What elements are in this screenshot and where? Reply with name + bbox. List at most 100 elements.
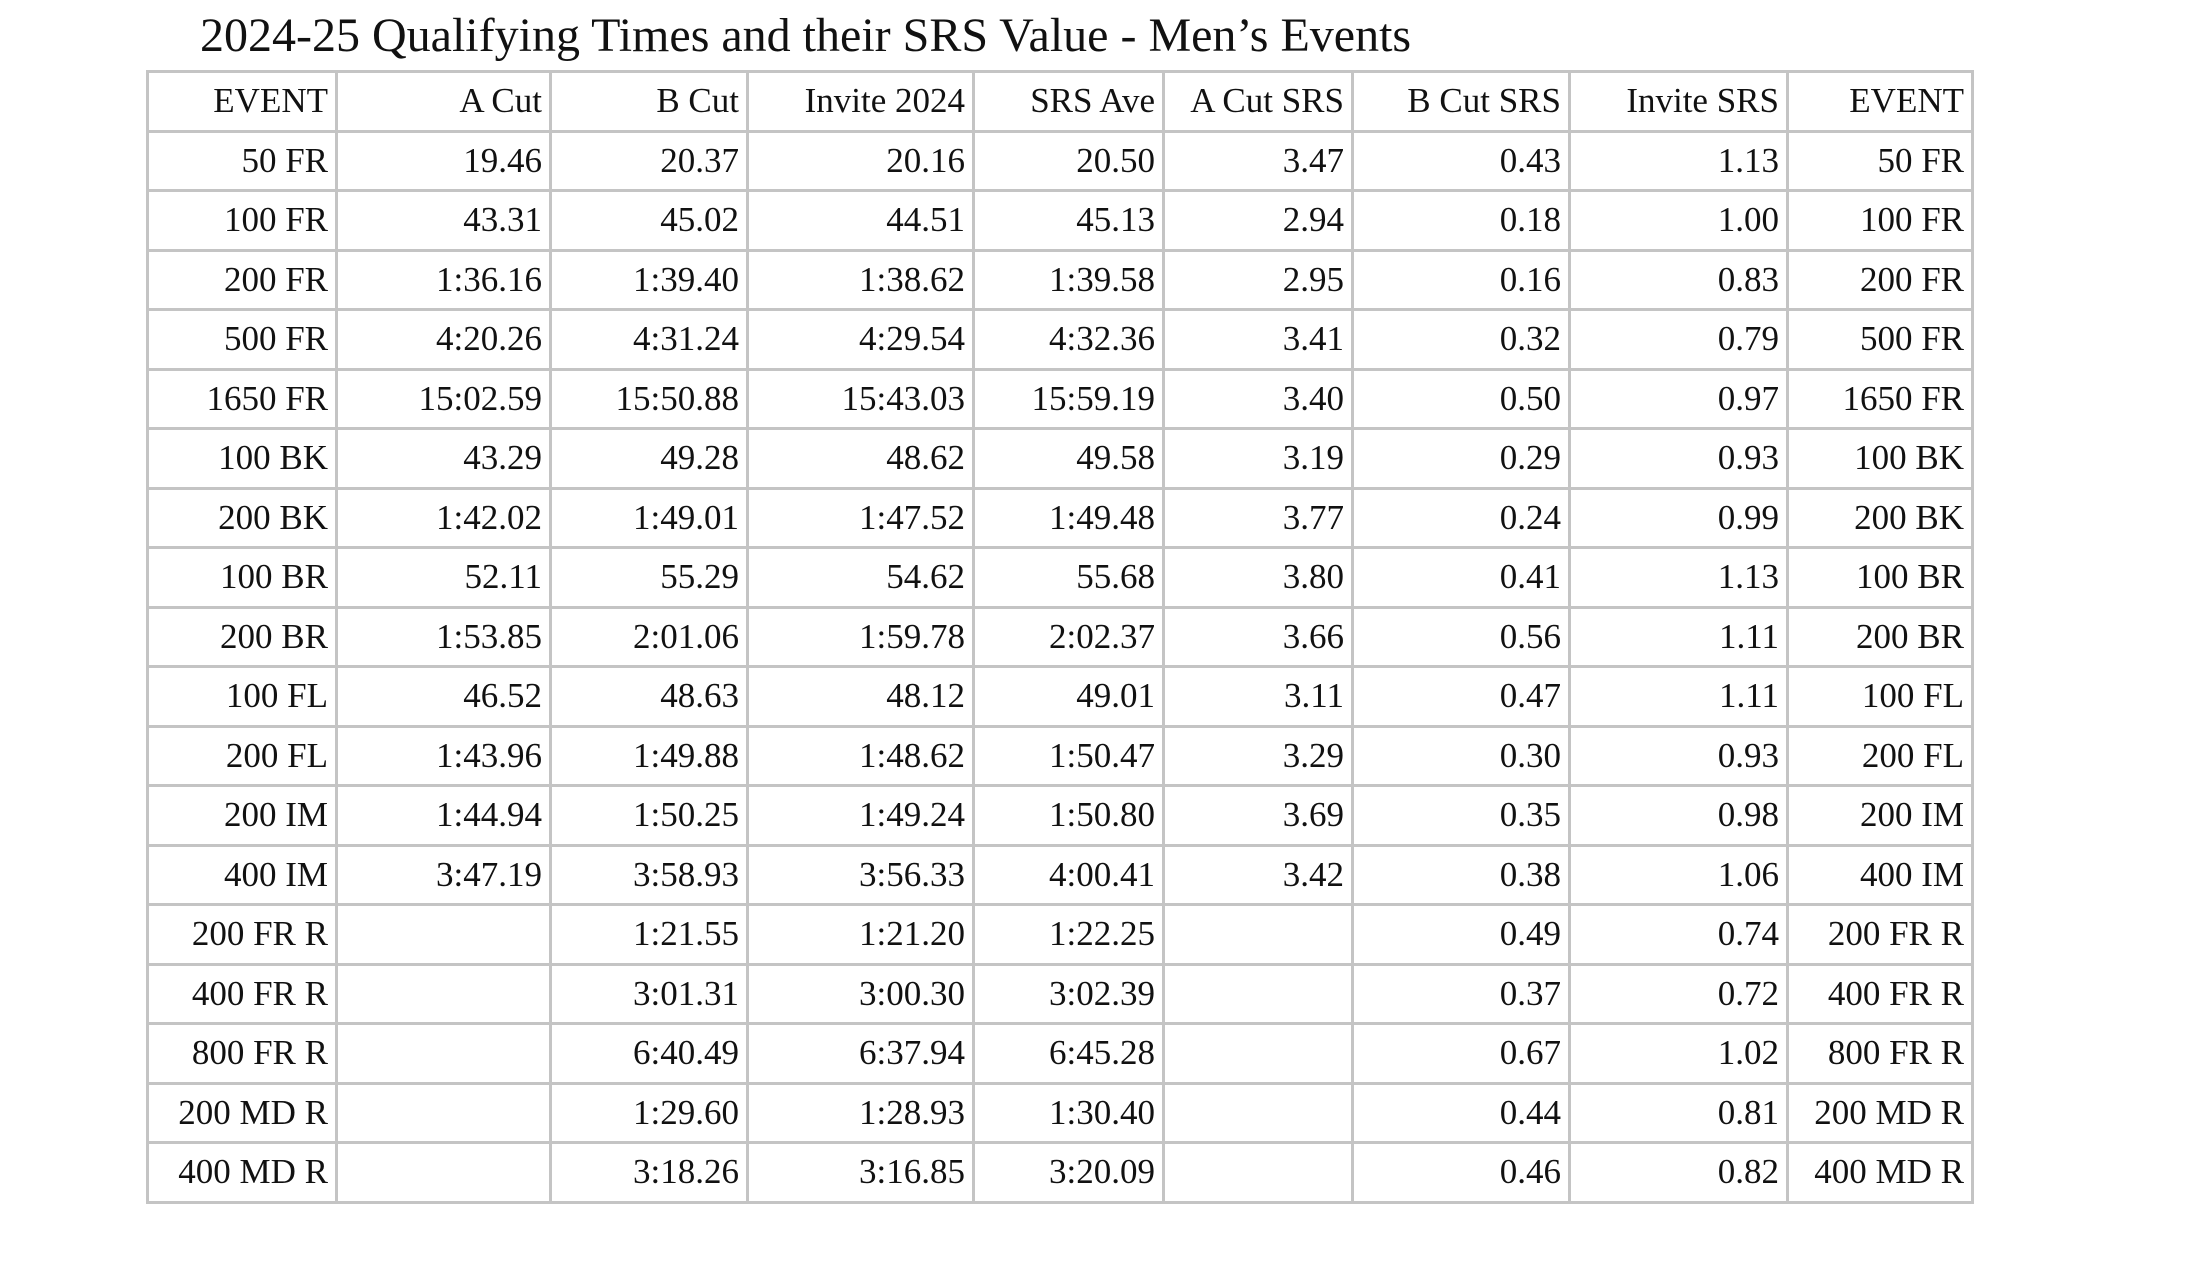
row: 400 FR R 3:01.31 3:00.30 3:02.39 0.37 0.72 400… xyxy=(146,962,1974,1025)
cell: 200 FR R xyxy=(146,903,338,966)
cell: 3:00.30 xyxy=(746,962,975,1025)
cell xyxy=(335,1022,552,1085)
cell: 0.37 xyxy=(1351,962,1571,1025)
cell: 6:45.28 xyxy=(972,1022,1165,1085)
cell: 54.62 xyxy=(746,546,975,609)
row: 200 FR 1:36.16 1:39.40 1:38.62 1:39.58 2.95 0.… xyxy=(146,248,1974,311)
cell xyxy=(1162,962,1354,1025)
cell: 1:50.25 xyxy=(549,784,749,847)
cell: 200 MD R xyxy=(146,1081,338,1144)
row: 400 IM 3:47.19 3:58.93 3:56.33 4:00.41 3.42 0.… xyxy=(146,843,1974,906)
cell: 44.51 xyxy=(746,189,975,252)
cell: 0.47 xyxy=(1351,665,1571,728)
cell xyxy=(335,903,552,966)
cell: 3.66 xyxy=(1162,605,1354,668)
cell: 1.02 xyxy=(1568,1022,1789,1085)
cell: 1:48.62 xyxy=(746,724,975,787)
cell: 43.29 xyxy=(335,427,552,490)
cell: 0.44 xyxy=(1351,1081,1571,1144)
cell: 0.30 xyxy=(1351,724,1571,787)
row: 200 MD R 1:29.60 1:28.93 1:30.40 0.44 0.81 200… xyxy=(146,1081,1974,1144)
cell: 400 FR R xyxy=(1786,962,1974,1025)
cell: 500 FR xyxy=(1786,308,1974,371)
cell: 52.11 xyxy=(335,546,552,609)
cell: 0.43 xyxy=(1351,129,1571,192)
cell: 55.68 xyxy=(972,546,1165,609)
header-cell: A Cut xyxy=(335,70,552,133)
cell: 400 MD R xyxy=(1786,1141,1974,1204)
cell: 3.77 xyxy=(1162,486,1354,549)
cell: 1:39.58 xyxy=(972,248,1165,311)
cell: 4:00.41 xyxy=(972,843,1165,906)
header-cell: B Cut SRS xyxy=(1351,70,1571,133)
cell: 0.93 xyxy=(1568,427,1789,490)
cell: 49.28 xyxy=(549,427,749,490)
cell: 0.81 xyxy=(1568,1081,1789,1144)
cell: 4:20.26 xyxy=(335,308,552,371)
cell: 200 FL xyxy=(146,724,338,787)
cell: 3.11 xyxy=(1162,665,1354,728)
cell: 0.35 xyxy=(1351,784,1571,847)
cell: 49.01 xyxy=(972,665,1165,728)
cell xyxy=(335,1081,552,1144)
cell: 200 FL xyxy=(1786,724,1974,787)
cell: 2.94 xyxy=(1162,189,1354,252)
cell: 0.79 xyxy=(1568,308,1789,371)
cell: 0.29 xyxy=(1351,427,1571,490)
cell: 0.32 xyxy=(1351,308,1571,371)
row: 100 BK 43.29 49.28 48.62 49.58 3.19 0.29 0.93 10… xyxy=(146,427,1974,490)
cell: 1:50.47 xyxy=(972,724,1165,787)
cell: 15:59.19 xyxy=(972,367,1165,430)
cell: 6:37.94 xyxy=(746,1022,975,1085)
cell: 0.67 xyxy=(1351,1022,1571,1085)
cell: 0.82 xyxy=(1568,1141,1789,1204)
cell: 6:40.49 xyxy=(549,1022,749,1085)
cell: 45.13 xyxy=(972,189,1165,252)
header-row: EVENT A Cut B Cut Invite 2024 SRS Ave A Cut S… xyxy=(146,70,1974,133)
cell: 1.00 xyxy=(1568,189,1789,252)
cell xyxy=(1162,1141,1354,1204)
row: 800 FR R 6:40.49 6:37.94 6:45.28 0.67 1.02 800… xyxy=(146,1022,1974,1085)
cell: 4:32.36 xyxy=(972,308,1165,371)
qualifying-table: EVENT A Cut B Cut Invite 2024 SRS Ave A Cut S… xyxy=(146,70,1974,1204)
cell: 500 FR xyxy=(146,308,338,371)
title: 2024-25 Qualifying Times and their SRS V… xyxy=(200,9,1412,62)
cell: 800 FR R xyxy=(1786,1022,1974,1085)
cell: 0.72 xyxy=(1568,962,1789,1025)
row: 50 FR 19.46 20.37 20.16 20.50 3.47 0.43 1.13 50 … xyxy=(146,129,1974,192)
cell: 400 MD R xyxy=(146,1141,338,1204)
cell: 200 IM xyxy=(146,784,338,847)
cell: 1:49.01 xyxy=(549,486,749,549)
cell: 55.29 xyxy=(549,546,749,609)
row: 200 FR R 1:21.55 1:21.20 1:22.25 0.49 0.74 200… xyxy=(146,903,1974,966)
cell: 0.93 xyxy=(1568,724,1789,787)
cell: 1:43.96 xyxy=(335,724,552,787)
cell: 100 FR xyxy=(1786,189,1974,252)
cell: 200 FR xyxy=(146,248,338,311)
cell: 100 FL xyxy=(146,665,338,728)
cell: 3:56.33 xyxy=(746,843,975,906)
cell: 100 FR xyxy=(146,189,338,252)
cell: 800 FR R xyxy=(146,1022,338,1085)
cell: 1.06 xyxy=(1568,843,1789,906)
table-body: EVENT A Cut B Cut Invite 2024 SRS Ave A Cut S… xyxy=(146,70,1974,1204)
cell: 1.11 xyxy=(1568,605,1789,668)
cell: 2:01.06 xyxy=(549,605,749,668)
header-cell: EVENT xyxy=(1786,70,1974,133)
cell: 200 IM xyxy=(1786,784,1974,847)
cell xyxy=(1162,903,1354,966)
cell: 48.12 xyxy=(746,665,975,728)
cell: 1:38.62 xyxy=(746,248,975,311)
cell xyxy=(335,1141,552,1204)
row: 200 BR 1:53.85 2:01.06 1:59.78 2:02.37 3.66 0.… xyxy=(146,605,1974,668)
cell: 0.56 xyxy=(1351,605,1571,668)
cell: 400 IM xyxy=(146,843,338,906)
cell: 46.52 xyxy=(335,665,552,728)
cell: 1:30.40 xyxy=(972,1081,1165,1144)
cell: 50 FR xyxy=(1786,129,1974,192)
cell: 1:21.55 xyxy=(549,903,749,966)
row: 100 BR 52.11 55.29 54.62 55.68 3.80 0.41 1.13 10… xyxy=(146,546,1974,609)
cell: 0.46 xyxy=(1351,1141,1571,1204)
cell: 1650 FR xyxy=(146,367,338,430)
